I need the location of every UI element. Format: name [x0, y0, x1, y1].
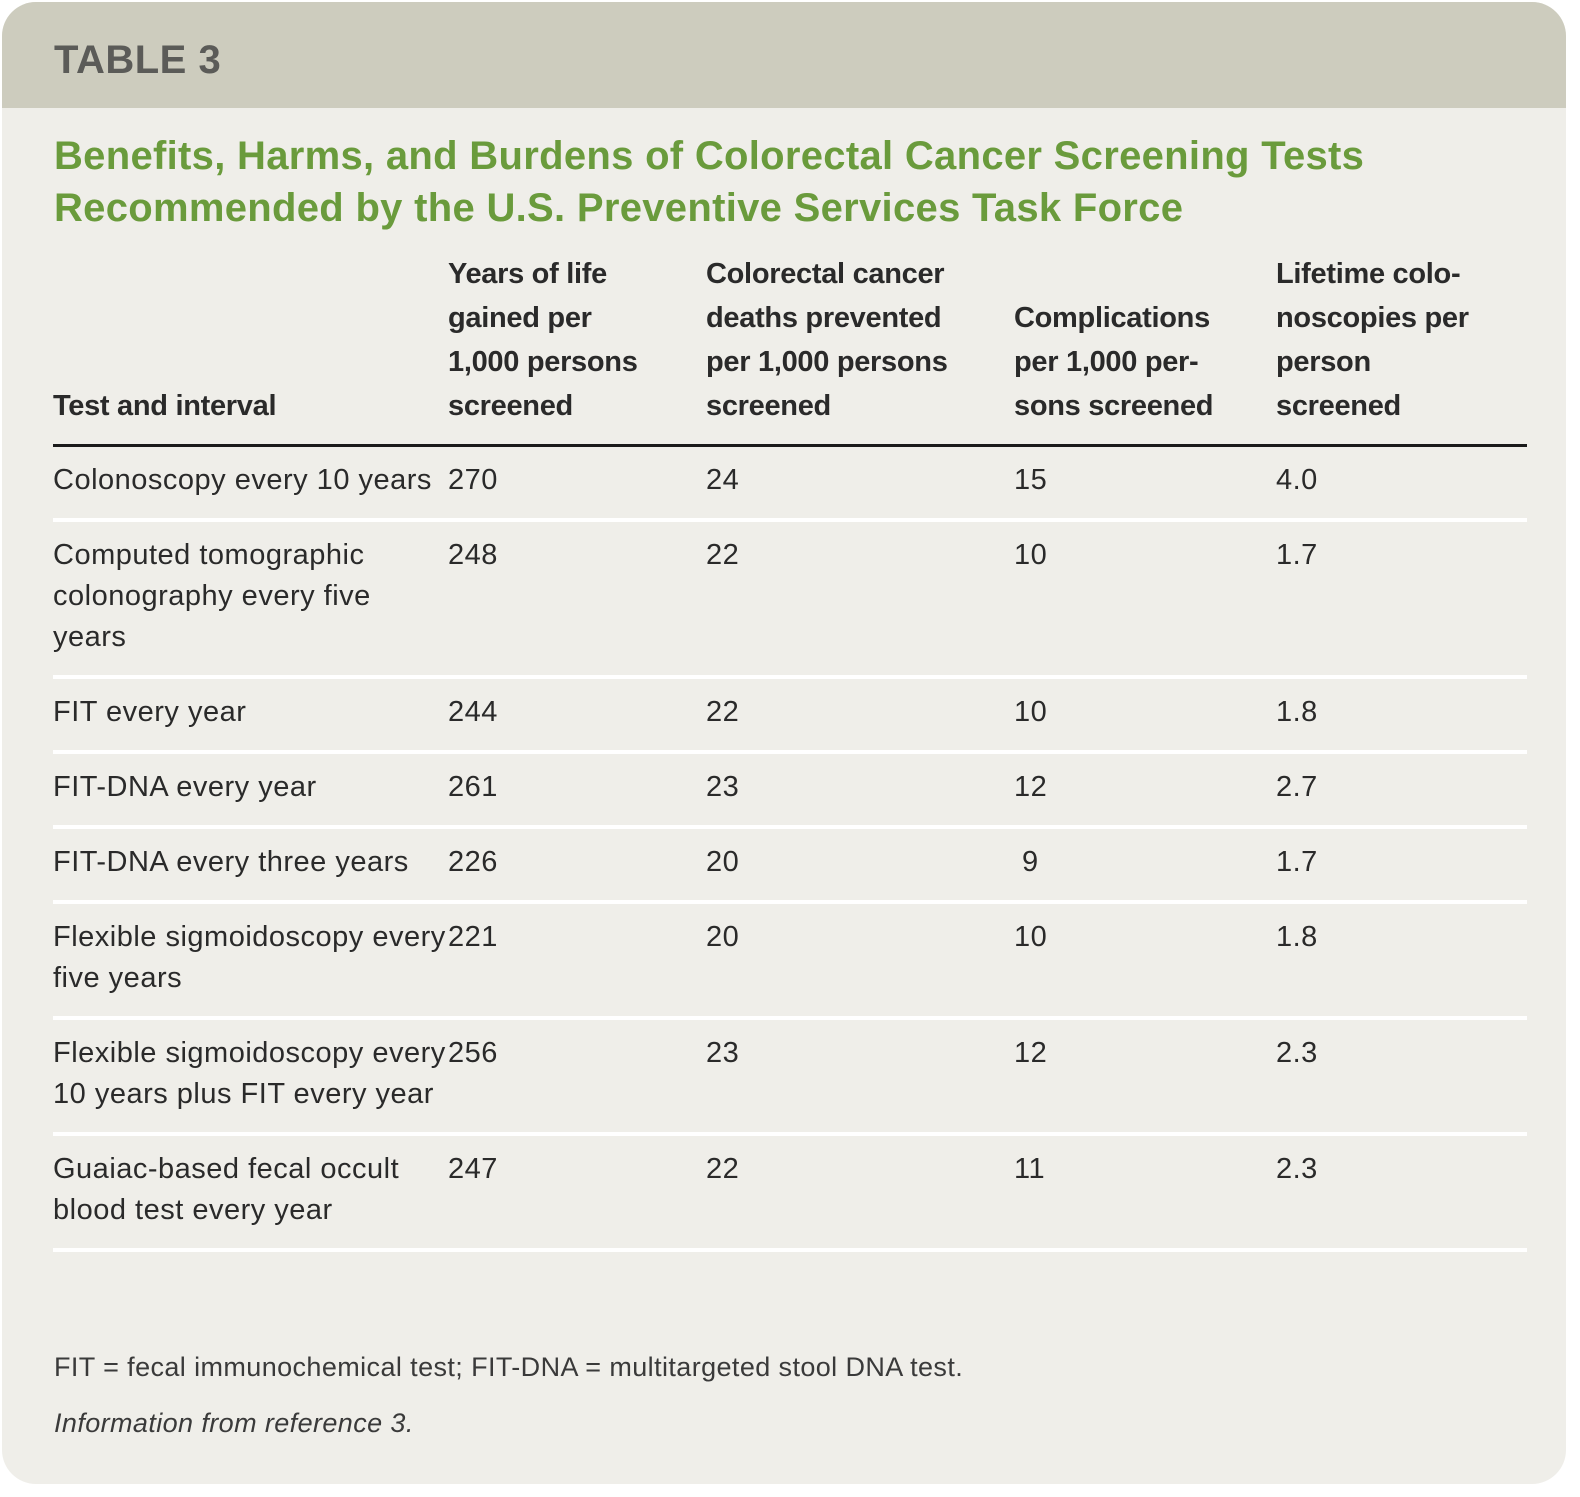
cell-test: FIT-DNA every year [53, 752, 448, 829]
cell-test: Flexible sigmoidoscopy every 10 years pl… [53, 1018, 448, 1136]
header-lifetime-colonoscopies: Lifetime colo­noscopies per person scree… [1276, 252, 1527, 447]
table-row: FIT every year 244 22 10 1.8 [53, 677, 1527, 754]
cell-deaths-prevented: 20 [706, 827, 1014, 904]
cell-complications: 9 [1014, 827, 1276, 904]
cell-deaths-prevented: 22 [706, 677, 1014, 754]
cell-lifetime-colonoscopies: 1.7 [1276, 827, 1527, 904]
cell-lifetime-colonoscopies: 2.3 [1276, 1018, 1527, 1136]
cell-test: Computed tomographic colonography every … [53, 520, 448, 679]
table-label: TABLE 3 [54, 38, 222, 82]
cell-test: FIT-DNA every three years [53, 827, 448, 904]
header-years-of-life: Years of life gained per 1,000 persons s… [448, 252, 706, 447]
cell-lifetime-colonoscopies: 2.7 [1276, 752, 1527, 829]
header-deaths-prevented: Colorectal cancer deaths prevented per 1… [706, 252, 1014, 447]
cell-lifetime-colonoscopies: 1.8 [1276, 677, 1527, 754]
cell-test: FIT every year [53, 677, 448, 754]
table-row: FIT-DNA every three years 226 20 9 1.7 [53, 827, 1527, 904]
table-row: Flexible sigmoidoscopy every 10 years pl… [53, 1018, 1527, 1136]
footnote: FIT = fecal immunochemical test; FIT-DNA… [54, 1352, 964, 1382]
cell-lifetime-colonoscopies: 1.8 [1276, 902, 1527, 1020]
cell-lifetime-colonoscopies: 4.0 [1276, 445, 1527, 522]
cell-deaths-prevented: 23 [706, 1018, 1014, 1136]
table-label-band: TABLE 3 [2, 2, 1566, 108]
cell-complications: 10 [1014, 520, 1276, 679]
cell-complications: 10 [1014, 902, 1276, 1020]
table-card: TABLE 3 Benefits, Harms, and Burdens of … [2, 2, 1566, 1484]
cell-complications: 11 [1014, 1134, 1276, 1252]
cell-lifetime-colonoscopies: 1.7 [1276, 520, 1527, 679]
table-row: FIT-DNA every year 261 23 12 2.7 [53, 752, 1527, 829]
cell-complications: 12 [1014, 1018, 1276, 1136]
cell-years-of-life: 226 [448, 827, 706, 904]
cell-years-of-life: 256 [448, 1018, 706, 1136]
table-row: Guaiac-based fecal occult blood test eve… [53, 1134, 1527, 1252]
cell-deaths-prevented: 20 [706, 902, 1014, 1020]
cell-years-of-life: 221 [448, 902, 706, 1020]
cell-deaths-prevented: 22 [706, 520, 1014, 679]
cell-deaths-prevented: 22 [706, 1134, 1014, 1252]
cell-deaths-prevented: 23 [706, 752, 1014, 829]
header-row: Test and interval Years of life gained p… [53, 252, 1527, 447]
table-row: Flexible sigmoidoscopy every five years 2… [53, 902, 1527, 1020]
cell-deaths-prevented: 24 [706, 445, 1014, 522]
cell-years-of-life: 247 [448, 1134, 706, 1252]
cell-years-of-life: 270 [448, 445, 706, 522]
cell-years-of-life: 248 [448, 520, 706, 679]
table-row: Computed tomographic colonography every … [53, 520, 1527, 679]
source-note: Information from reference 3. [54, 1408, 414, 1438]
cell-test: Flexible sigmoidoscopy every five years [53, 902, 448, 1020]
cell-test: Guaiac-based fecal occult blood test eve… [53, 1134, 448, 1252]
cell-complications: 10 [1014, 677, 1276, 754]
cell-complications: 12 [1014, 752, 1276, 829]
cell-years-of-life: 244 [448, 677, 706, 754]
table-title: Benefits, Harms, and Burdens of Colorect… [54, 134, 1365, 230]
cell-lifetime-colonoscopies: 2.3 [1276, 1134, 1527, 1252]
cell-years-of-life: 261 [448, 752, 706, 829]
cell-complications: 15 [1014, 445, 1276, 522]
table-row: Colonoscopy every 10 years 270 24 15 4.0 [53, 445, 1527, 522]
cell-test: Colonoscopy every 10 years [53, 445, 448, 522]
header-test: Test and interval [53, 252, 448, 447]
data-table: Test and interval Years of life gained p… [53, 252, 1527, 1252]
header-complications: Complications per 1,000 per­sons screene… [1014, 252, 1276, 447]
